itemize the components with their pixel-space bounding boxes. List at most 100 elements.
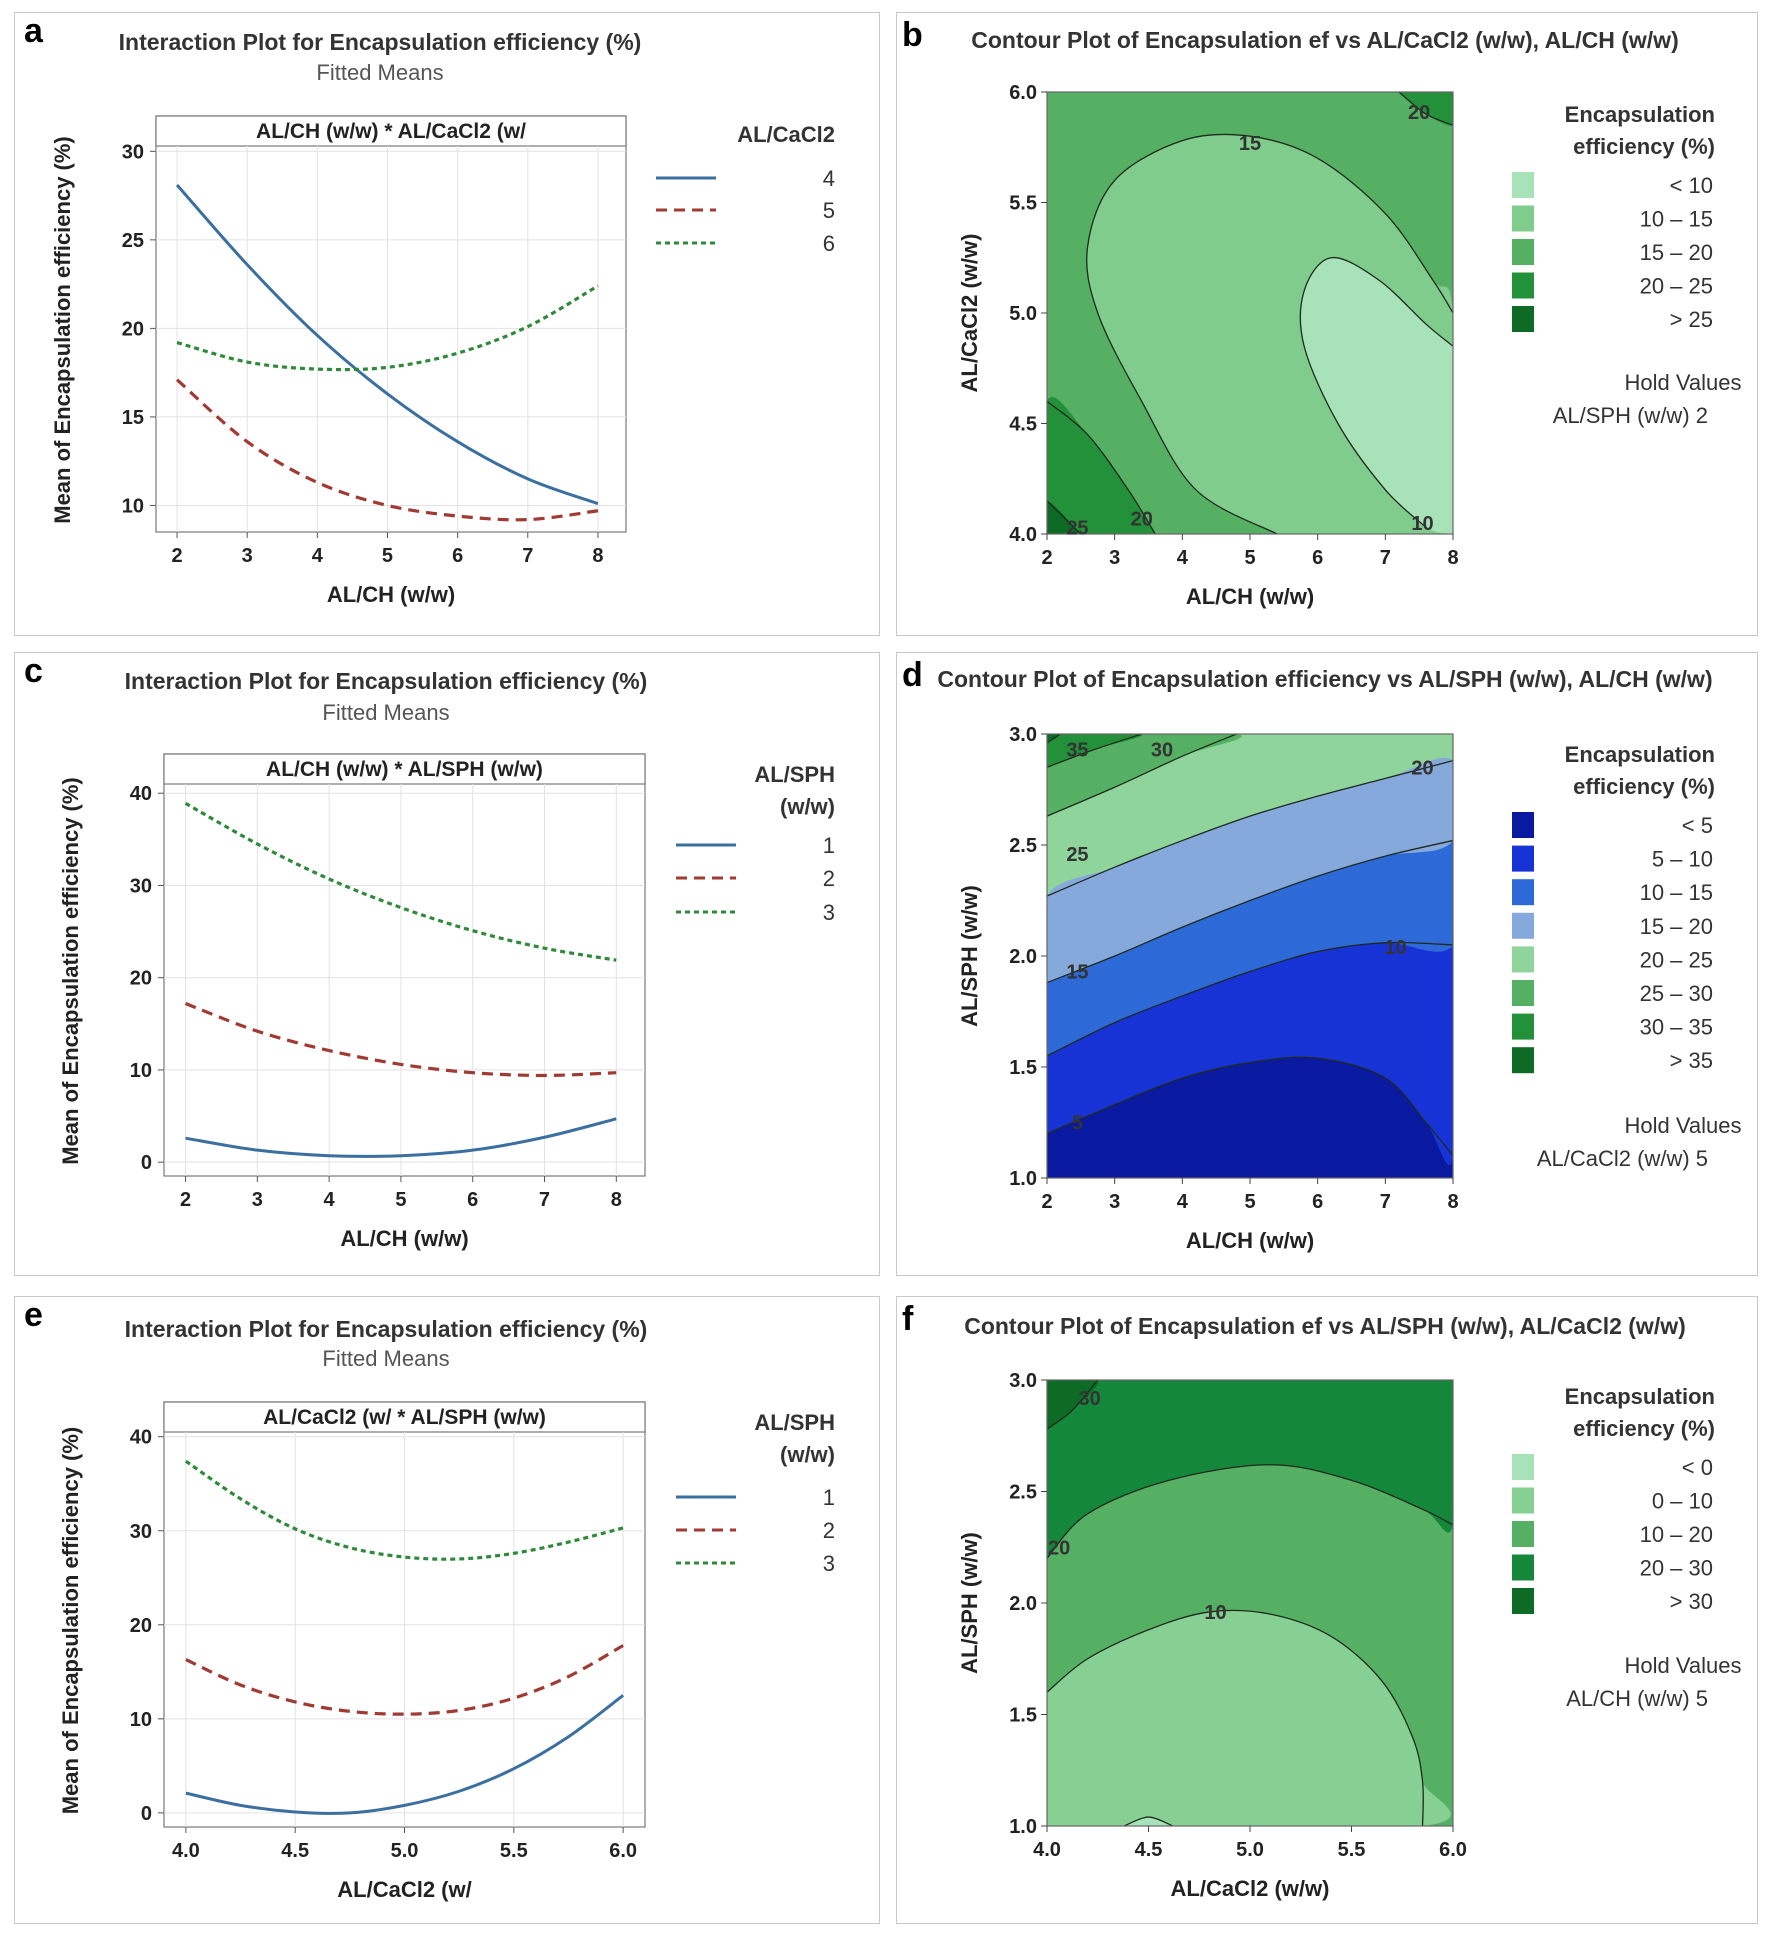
x-tick-label: 6 bbox=[1312, 547, 1323, 569]
x-tick-label: 2 bbox=[180, 1189, 191, 1211]
series-line-6 bbox=[176, 284, 599, 372]
x-tick-label: 4 bbox=[1177, 1191, 1189, 1213]
x-tick-label: 7 bbox=[1380, 547, 1391, 569]
legend-label: 10 – 15 bbox=[1640, 207, 1713, 232]
chart-title: Contour Plot of Encapsulation ef vs AL/C… bbox=[971, 27, 1678, 53]
chart-e: Interaction Plot for Encapsulation effic… bbox=[58, 1316, 835, 1902]
legend-label-2: 2 bbox=[823, 1518, 835, 1543]
y-tick-label: 10 bbox=[130, 1060, 152, 1082]
legend-title: Encapsulation bbox=[1565, 102, 1715, 127]
chart-subtitle: Fitted Means bbox=[322, 700, 449, 725]
plot-area bbox=[155, 115, 627, 533]
legend-label: 15 – 20 bbox=[1640, 240, 1713, 265]
y-tick-label: 1.5 bbox=[1009, 1057, 1037, 1079]
legend-label: 10 – 20 bbox=[1640, 1522, 1713, 1547]
legend-title: efficiency (%) bbox=[1573, 774, 1715, 799]
y-tick-label: 5.5 bbox=[1009, 193, 1037, 215]
contour-line bbox=[1047, 760, 1453, 897]
panel-letter-c: c bbox=[24, 652, 43, 690]
y-tick-label: 4.5 bbox=[1009, 414, 1037, 436]
contour-line bbox=[1398, 92, 1453, 126]
contour-line bbox=[1086, 133, 1453, 534]
contour-line bbox=[1047, 1464, 1453, 1559]
series-line-1 bbox=[185, 1117, 617, 1158]
contour-region-0 bbox=[1300, 257, 1453, 534]
y-tick-label: 2.5 bbox=[1009, 1482, 1037, 1504]
y-tick-label: 1.5 bbox=[1009, 1705, 1037, 1727]
chart-subtitle: Fitted Means bbox=[316, 60, 443, 85]
x-tick-label: 5.5 bbox=[500, 1840, 528, 1862]
contour-label: 25 bbox=[1066, 844, 1088, 866]
legend-swatch bbox=[1512, 272, 1534, 299]
contour-region-5 bbox=[1047, 734, 1242, 817]
x-axis-label: AL/CH (w/w) bbox=[1186, 1228, 1314, 1253]
contour-line bbox=[1047, 839, 1453, 984]
legend-title: (w/w) bbox=[780, 1442, 835, 1467]
y-tick-label: 2.5 bbox=[1009, 835, 1037, 857]
contour-label: 15 bbox=[1066, 962, 1088, 984]
legend-swatch bbox=[1512, 812, 1534, 838]
x-axis-label: AL/CH (w/w) bbox=[340, 1226, 468, 1251]
contour-label: 20 bbox=[1131, 509, 1153, 531]
y-tick-label: 20 bbox=[130, 1615, 152, 1637]
legend-label: 5 – 10 bbox=[1652, 847, 1713, 872]
x-axis-label: AL/CaCl2 (w/ bbox=[337, 1877, 471, 1902]
panel-letter-a: a bbox=[24, 12, 43, 50]
legend-label: 20 – 25 bbox=[1640, 274, 1713, 299]
contour-line bbox=[1123, 1816, 1174, 1826]
chart-title: Interaction Plot for Encapsulation effic… bbox=[119, 29, 642, 55]
x-tick-label: 6 bbox=[452, 545, 463, 567]
legend-label: 20 – 30 bbox=[1640, 1556, 1713, 1581]
strip-label: AL/CH (w/w) * AL/CaCl2 (w/ bbox=[256, 120, 526, 143]
contour-region-3 bbox=[1047, 1380, 1453, 1559]
contour-region-0 bbox=[1124, 1817, 1173, 1826]
contour-label: 35 bbox=[1066, 740, 1088, 762]
contour-label: 30 bbox=[1079, 1388, 1101, 1410]
contour-line bbox=[1047, 941, 1453, 1057]
legend-swatch bbox=[1512, 980, 1534, 1006]
panel-letter-b: b bbox=[902, 16, 923, 54]
y-tick-label: 20 bbox=[122, 318, 144, 340]
x-tick-label: 5 bbox=[1244, 1191, 1255, 1213]
legend-title: efficiency (%) bbox=[1573, 1416, 1715, 1441]
x-tick-label: 8 bbox=[592, 545, 603, 567]
x-tick-label: 7 bbox=[522, 545, 533, 567]
legend-swatch bbox=[1512, 879, 1534, 906]
contour-label: 20 bbox=[1048, 1537, 1070, 1559]
legend-label: 30 – 35 bbox=[1640, 1015, 1713, 1040]
y-tick-label: 6.0 bbox=[1009, 82, 1037, 104]
panel-letter-f: f bbox=[902, 1300, 914, 1338]
y-tick-label: 10 bbox=[130, 1709, 152, 1731]
y-tick-label: 0 bbox=[141, 1152, 152, 1174]
x-tick-label: 4 bbox=[1177, 547, 1189, 569]
x-tick-label: 6 bbox=[467, 1189, 478, 1211]
x-tick-label: 5.0 bbox=[391, 1840, 419, 1862]
y-tick-label: 25 bbox=[122, 230, 144, 252]
hold-values: AL/CH (w/w) 5 bbox=[1566, 1686, 1708, 1711]
chart-subtitle: Fitted Means bbox=[322, 1346, 449, 1371]
legend-label: < 10 bbox=[1670, 173, 1713, 198]
x-tick-label: 8 bbox=[1447, 547, 1458, 569]
contour-region-6 bbox=[1047, 734, 1143, 768]
contour-region-1 bbox=[1047, 928, 1453, 1165]
contour-area bbox=[1047, 92, 1453, 534]
contour-region-4 bbox=[1047, 1380, 1099, 1430]
legend-title: AL/SPH bbox=[754, 1410, 835, 1435]
legend-label: 0 – 10 bbox=[1652, 1489, 1713, 1514]
chart-b: Contour Plot of Encapsulation ef vs AL/C… bbox=[957, 27, 1742, 609]
plot-area bbox=[163, 753, 646, 1177]
contour-label: 20 bbox=[1408, 102, 1430, 124]
y-tick-label: 3.0 bbox=[1009, 724, 1037, 746]
strip-box bbox=[163, 1401, 646, 1433]
legend-label-2: 2 bbox=[823, 866, 835, 891]
contour-label: 10 bbox=[1384, 937, 1406, 959]
x-tick-label: 4.0 bbox=[172, 1840, 200, 1862]
contour-region-3 bbox=[1047, 397, 1156, 534]
x-tick-label: 5 bbox=[382, 545, 393, 567]
series-line-5 bbox=[175, 378, 599, 522]
legend-label-1: 1 bbox=[823, 1485, 835, 1510]
contour-label: 15 bbox=[1239, 133, 1261, 155]
legend-swatch bbox=[1512, 912, 1534, 939]
x-tick-label: 6.0 bbox=[609, 1840, 637, 1862]
